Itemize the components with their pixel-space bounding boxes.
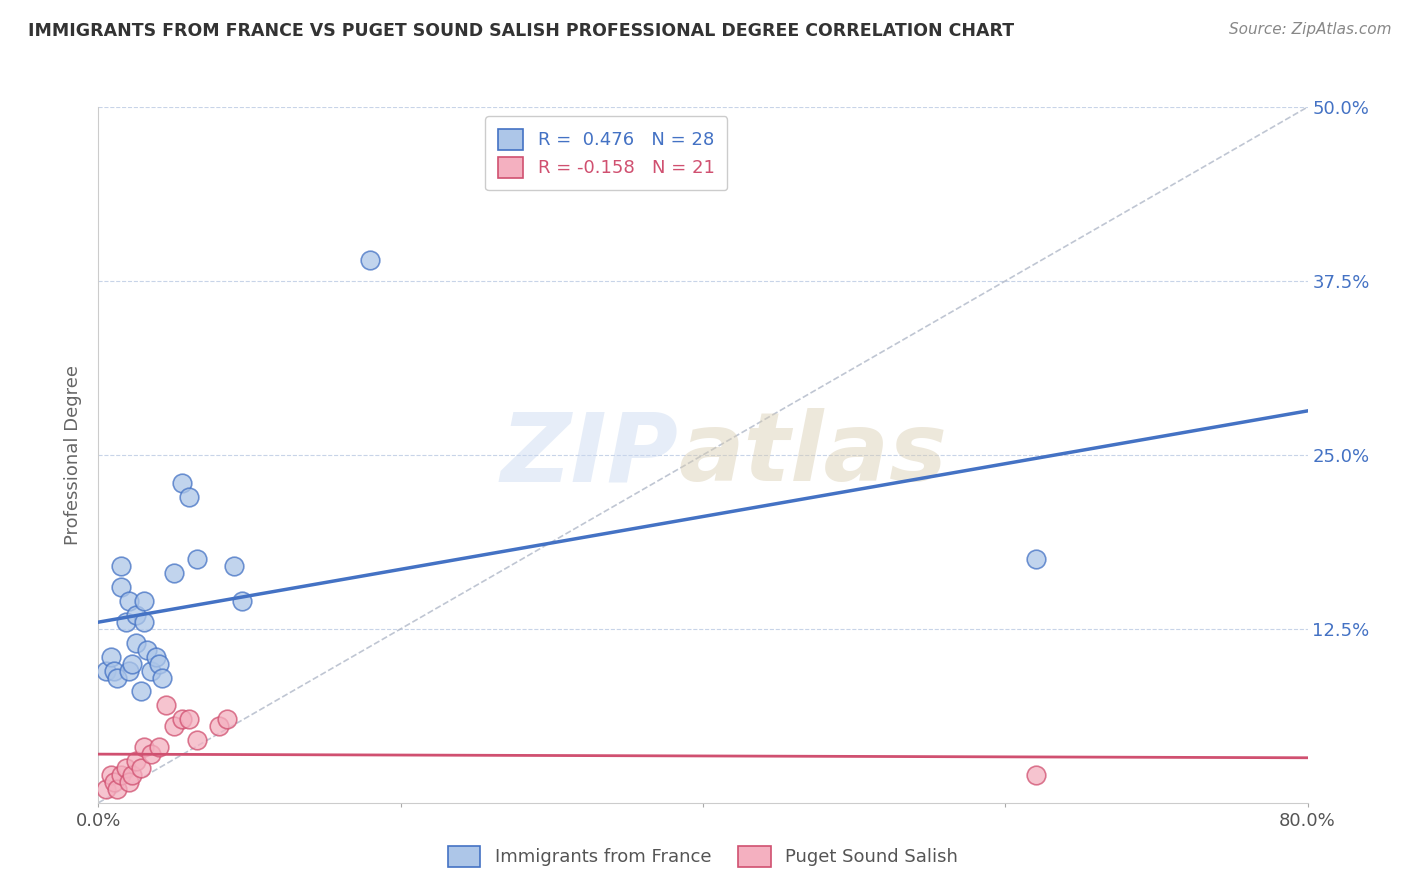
Point <box>121 657 143 671</box>
Text: atlas: atlas <box>679 409 948 501</box>
Point <box>114 761 136 775</box>
Point <box>118 594 141 608</box>
Point <box>129 684 152 698</box>
Point <box>125 636 148 650</box>
Point <box>105 671 128 685</box>
Point <box>148 657 170 671</box>
Point <box>103 775 125 789</box>
Point <box>179 490 201 504</box>
Point <box>360 253 382 268</box>
Text: ZIP: ZIP <box>501 409 679 501</box>
Legend: Immigrants from France, Puget Sound Salish: Immigrants from France, Puget Sound Sali… <box>440 838 966 874</box>
Point <box>163 719 186 733</box>
Text: IMMIGRANTS FROM FRANCE VS PUGET SOUND SALISH PROFESSIONAL DEGREE CORRELATION CHA: IMMIGRANTS FROM FRANCE VS PUGET SOUND SA… <box>28 22 1014 40</box>
Point <box>100 768 122 782</box>
Point <box>105 781 128 796</box>
Point <box>186 552 208 566</box>
Text: Source: ZipAtlas.com: Source: ZipAtlas.com <box>1229 22 1392 37</box>
Legend: R =  0.476   N = 28, R = -0.158   N = 21: R = 0.476 N = 28, R = -0.158 N = 21 <box>485 116 727 190</box>
Point <box>170 475 193 490</box>
Point <box>231 594 253 608</box>
Point <box>132 594 155 608</box>
Point <box>186 733 208 747</box>
Point <box>141 664 163 678</box>
Point <box>132 615 155 629</box>
Y-axis label: Professional Degree: Professional Degree <box>65 365 83 545</box>
Point <box>224 559 246 574</box>
Point <box>150 671 173 685</box>
Point <box>118 664 141 678</box>
Point <box>114 615 136 629</box>
Point <box>94 664 117 678</box>
Point <box>118 775 141 789</box>
Point <box>135 642 157 657</box>
Point <box>121 768 143 782</box>
Point <box>94 781 117 796</box>
Point <box>100 649 122 664</box>
Point <box>208 719 231 733</box>
Point <box>145 649 167 664</box>
Point <box>141 747 163 761</box>
Point <box>155 698 177 713</box>
Point <box>170 712 193 726</box>
Point <box>1024 768 1046 782</box>
Point <box>125 607 148 622</box>
Point <box>110 768 132 782</box>
Point <box>1024 552 1046 566</box>
Point <box>132 740 155 755</box>
Point <box>163 566 186 581</box>
Point <box>148 740 170 755</box>
Point <box>129 761 152 775</box>
Point <box>110 580 132 594</box>
Point <box>215 712 238 726</box>
Point <box>110 559 132 574</box>
Point <box>179 712 201 726</box>
Point <box>103 664 125 678</box>
Point <box>125 754 148 768</box>
